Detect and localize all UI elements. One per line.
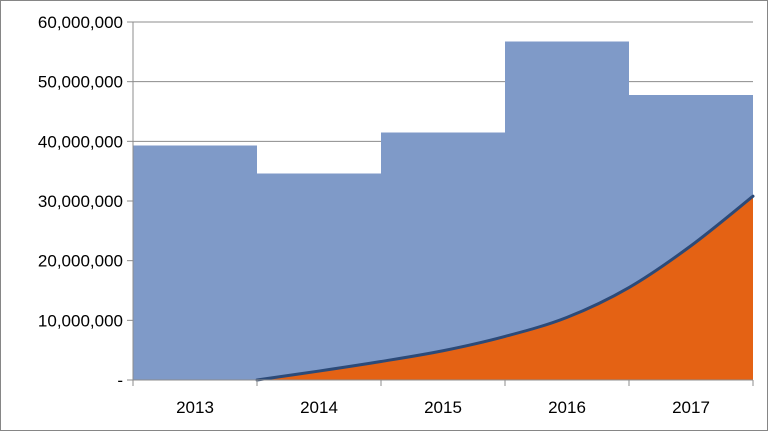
x-axis-labels: 2013 2014 2015 2016 2017 — [176, 398, 710, 417]
y-tick-label-4: 40,000,000 — [38, 132, 123, 151]
y-tick-label-1: 10,000,000 — [38, 311, 123, 330]
x-tick-label-2017: 2017 — [672, 398, 710, 417]
curve-area-fill — [257, 196, 753, 380]
curve-line — [255, 194, 755, 382]
curve-area-series — [255, 194, 755, 382]
y-axis-labels: - 10,000,000 20,000,000 30,000,000 40,000,00… — [38, 13, 123, 390]
y-tick-label-6: 60,000,000 — [38, 13, 123, 32]
x-tick-label-2014: 2014 — [300, 398, 338, 417]
step-area-segment-2013 — [133, 145, 257, 380]
x-tick-label-2016: 2016 — [548, 398, 586, 417]
y-tick-label-5: 50,000,000 — [38, 73, 123, 92]
y-tick-label-2: 20,000,000 — [38, 252, 123, 271]
y-tick-label-0: - — [117, 371, 123, 390]
bars-area-series — [133, 41, 753, 380]
step-area-segment-2015 — [381, 132, 505, 380]
step-area-segment-2014 — [257, 173, 381, 380]
x-tick-label-2015: 2015 — [424, 398, 462, 417]
x-tick-label-2013: 2013 — [176, 398, 214, 417]
axes — [127, 21, 754, 386]
y-tick-label-3: 30,000,000 — [38, 192, 123, 211]
